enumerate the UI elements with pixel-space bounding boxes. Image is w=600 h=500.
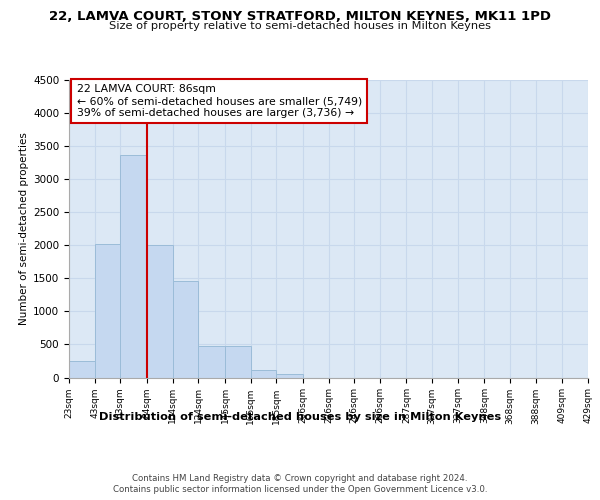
Bar [276,374,303,378]
Text: Distribution of semi-detached houses by size in Milton Keynes: Distribution of semi-detached houses by … [99,412,501,422]
Bar [198,346,225,378]
Bar [147,244,173,378]
Text: 22, LAMVA COURT, STONY STRATFORD, MILTON KEYNES, MK11 1PD: 22, LAMVA COURT, STONY STRATFORD, MILTON… [49,10,551,23]
Text: Contains public sector information licensed under the Open Government Licence v3: Contains public sector information licen… [113,485,487,494]
Bar [95,244,120,378]
Bar [251,370,276,378]
Text: Contains HM Land Registry data © Crown copyright and database right 2024.: Contains HM Land Registry data © Crown c… [132,474,468,483]
Text: Size of property relative to semi-detached houses in Milton Keynes: Size of property relative to semi-detach… [109,21,491,31]
Bar [120,154,147,378]
Bar [225,346,251,378]
Bar [69,361,95,378]
Y-axis label: Number of semi-detached properties: Number of semi-detached properties [19,132,29,325]
Bar [173,281,198,378]
Text: 22 LAMVA COURT: 86sqm
← 60% of semi-detached houses are smaller (5,749)
39% of s: 22 LAMVA COURT: 86sqm ← 60% of semi-deta… [77,84,362,117]
